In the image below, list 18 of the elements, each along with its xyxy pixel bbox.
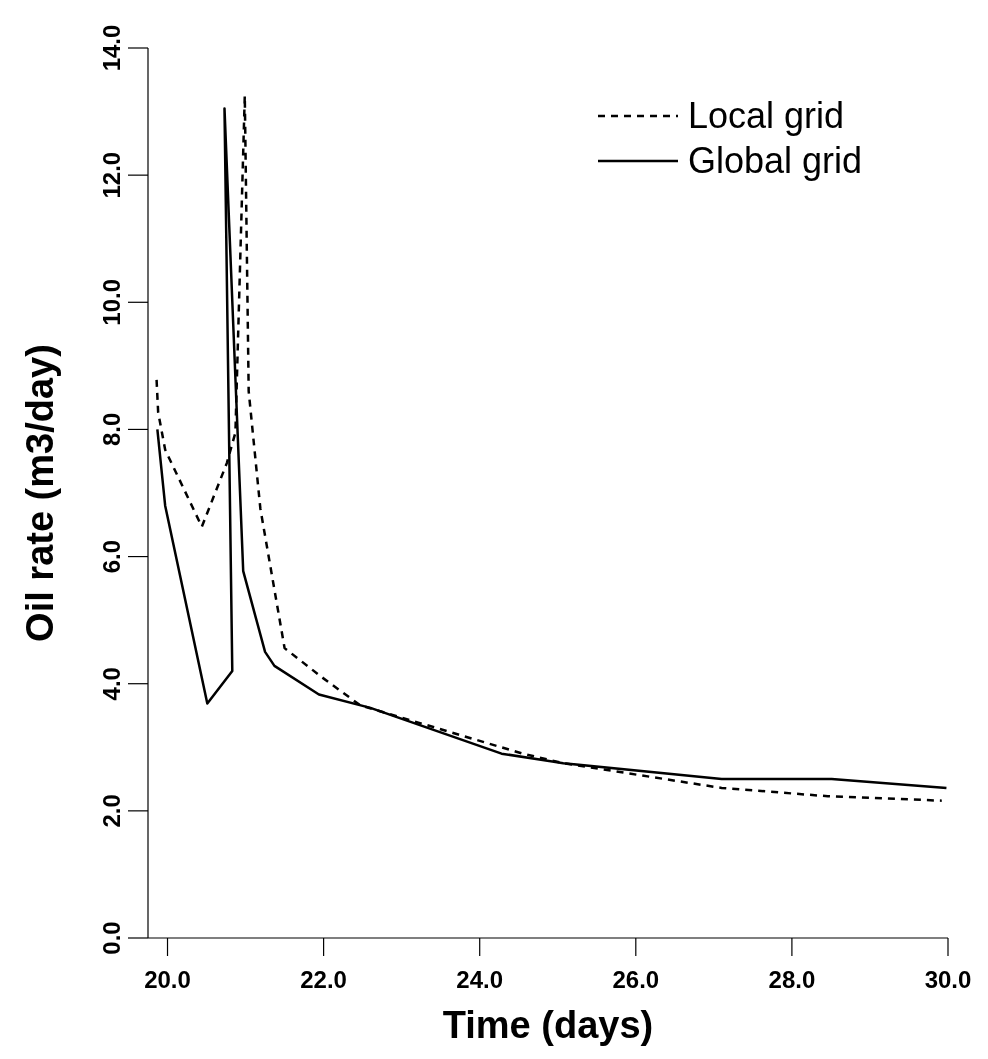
y-tick-label: 14.0: [98, 24, 125, 72]
x-tick-label: 30.0: [924, 966, 972, 993]
y-tick-label: 8.0: [98, 412, 125, 447]
x-tick-label: 24.0: [456, 966, 504, 993]
x-axis-title: Time (days): [442, 1004, 654, 1046]
x-tick-label: 28.0: [768, 966, 816, 993]
legend-label: Local grid: [688, 95, 845, 136]
y-tick-label: 4.0: [98, 667, 125, 701]
y-tick-label: 2.0: [98, 794, 125, 828]
y-tick-label: 0.0: [98, 921, 125, 955]
x-tick-label: 20.0: [144, 966, 191, 993]
y-axis-title: Oil rate (m3/day): [19, 344, 61, 642]
y-tick-label: 12.0: [98, 151, 125, 199]
y-tick-label: 6.0: [98, 539, 125, 574]
y-tick-label: 10.0: [98, 278, 125, 326]
x-tick-label: 22.0: [300, 966, 347, 993]
x-tick-label: 26.0: [612, 966, 660, 993]
legend-label: Global grid: [688, 140, 863, 181]
